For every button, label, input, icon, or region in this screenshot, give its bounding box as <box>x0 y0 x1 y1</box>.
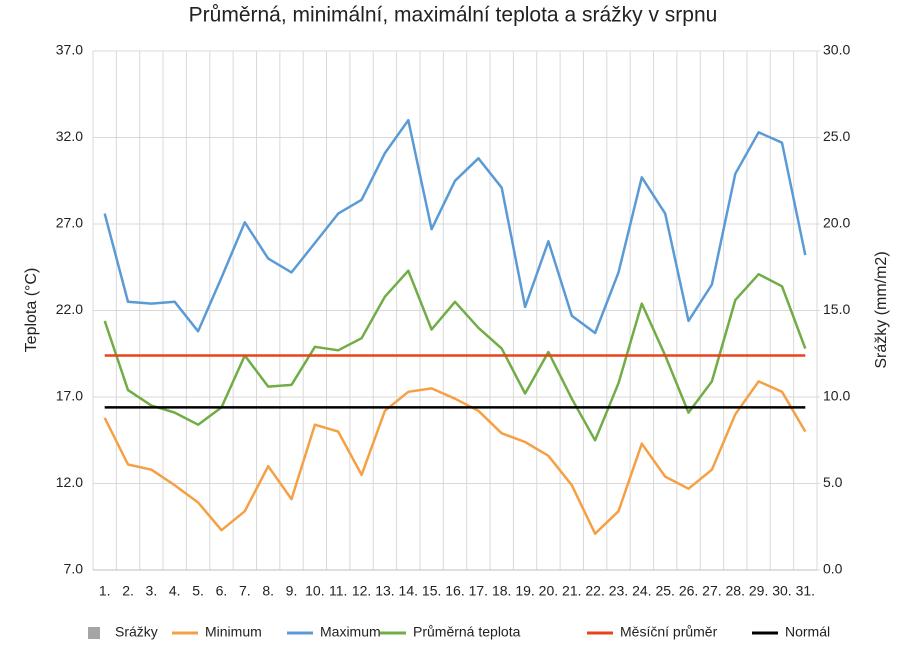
legend-label: Normál <box>785 624 830 640</box>
legend-label: Měsíční průměr <box>620 624 718 640</box>
y2-tick-label: 25.0 <box>823 128 850 144</box>
x-tick-label: 31. <box>796 583 815 599</box>
x-tick-label: 30. <box>772 583 791 599</box>
x-tick-label: 23. <box>609 583 628 599</box>
x-tick-label: 27. <box>702 583 721 599</box>
y-tick-label: 17.0 <box>56 388 83 404</box>
y-tick-label: 37.0 <box>56 42 83 58</box>
x-tick-label: 4. <box>169 583 181 599</box>
y2-axis-label: Srážky (mm/m2) <box>873 251 890 368</box>
x-tick-label: 14. <box>399 583 418 599</box>
x-tick-label: 25. <box>655 583 674 599</box>
y-tick-label: 27.0 <box>56 215 83 231</box>
y2-tick-label: 20.0 <box>823 215 850 231</box>
x-tick-label: 10. <box>305 583 324 599</box>
x-tick-label: 12. <box>352 583 371 599</box>
x-tick-label: 20. <box>539 583 558 599</box>
y2-tick-label: 5.0 <box>823 474 843 490</box>
legend-label: Maximum <box>320 624 381 640</box>
x-tick-label: 9. <box>286 583 298 599</box>
x-tick-label: 7. <box>239 583 251 599</box>
legend-label: Srážky <box>115 624 158 640</box>
y2-tick-label: 10.0 <box>823 388 850 404</box>
y-tick-label: 32.0 <box>56 128 83 144</box>
x-tick-label: 16. <box>445 583 464 599</box>
x-tick-label: 17. <box>469 583 488 599</box>
y2-tick-label: 15.0 <box>823 301 850 317</box>
x-tick-label: 18. <box>492 583 511 599</box>
y2-tick-label: 30.0 <box>823 42 850 58</box>
legend-label: Průměrná teplota <box>413 624 521 640</box>
x-tick-label: 6. <box>216 583 228 599</box>
x-tick-label: 21. <box>562 583 581 599</box>
x-tick-label: 22. <box>585 583 604 599</box>
legend-label: Minimum <box>205 624 262 640</box>
x-tick-label: 5. <box>192 583 204 599</box>
y-tick-label: 12.0 <box>56 474 83 490</box>
y-tick-label: 22.0 <box>56 301 83 317</box>
x-tick-label: 26. <box>679 583 698 599</box>
x-tick-label: 11. <box>329 583 347 599</box>
legend-swatch <box>88 627 100 639</box>
x-tick-label: 8. <box>262 583 274 599</box>
x-tick-label: 29. <box>749 583 768 599</box>
chart-title: Průměrná, minimální, maximální teplota a… <box>189 4 718 27</box>
x-tick-label: 13. <box>375 583 394 599</box>
x-tick-label: 1. <box>99 583 111 599</box>
line-series <box>103 380 807 535</box>
x-tick-label: 24. <box>632 583 651 599</box>
x-tick-label: 28. <box>726 583 745 599</box>
x-tick-label: 15. <box>422 583 441 599</box>
y-tick-label: 7.0 <box>64 561 84 577</box>
line-series <box>103 118 807 335</box>
x-tick-label: 19. <box>515 583 534 599</box>
y2-tick-label: 0.0 <box>823 561 843 577</box>
x-tick-label: 3. <box>146 583 158 599</box>
x-tick-label: 2. <box>122 583 134 599</box>
y-axis-label: Teplota (°C) <box>23 268 40 353</box>
